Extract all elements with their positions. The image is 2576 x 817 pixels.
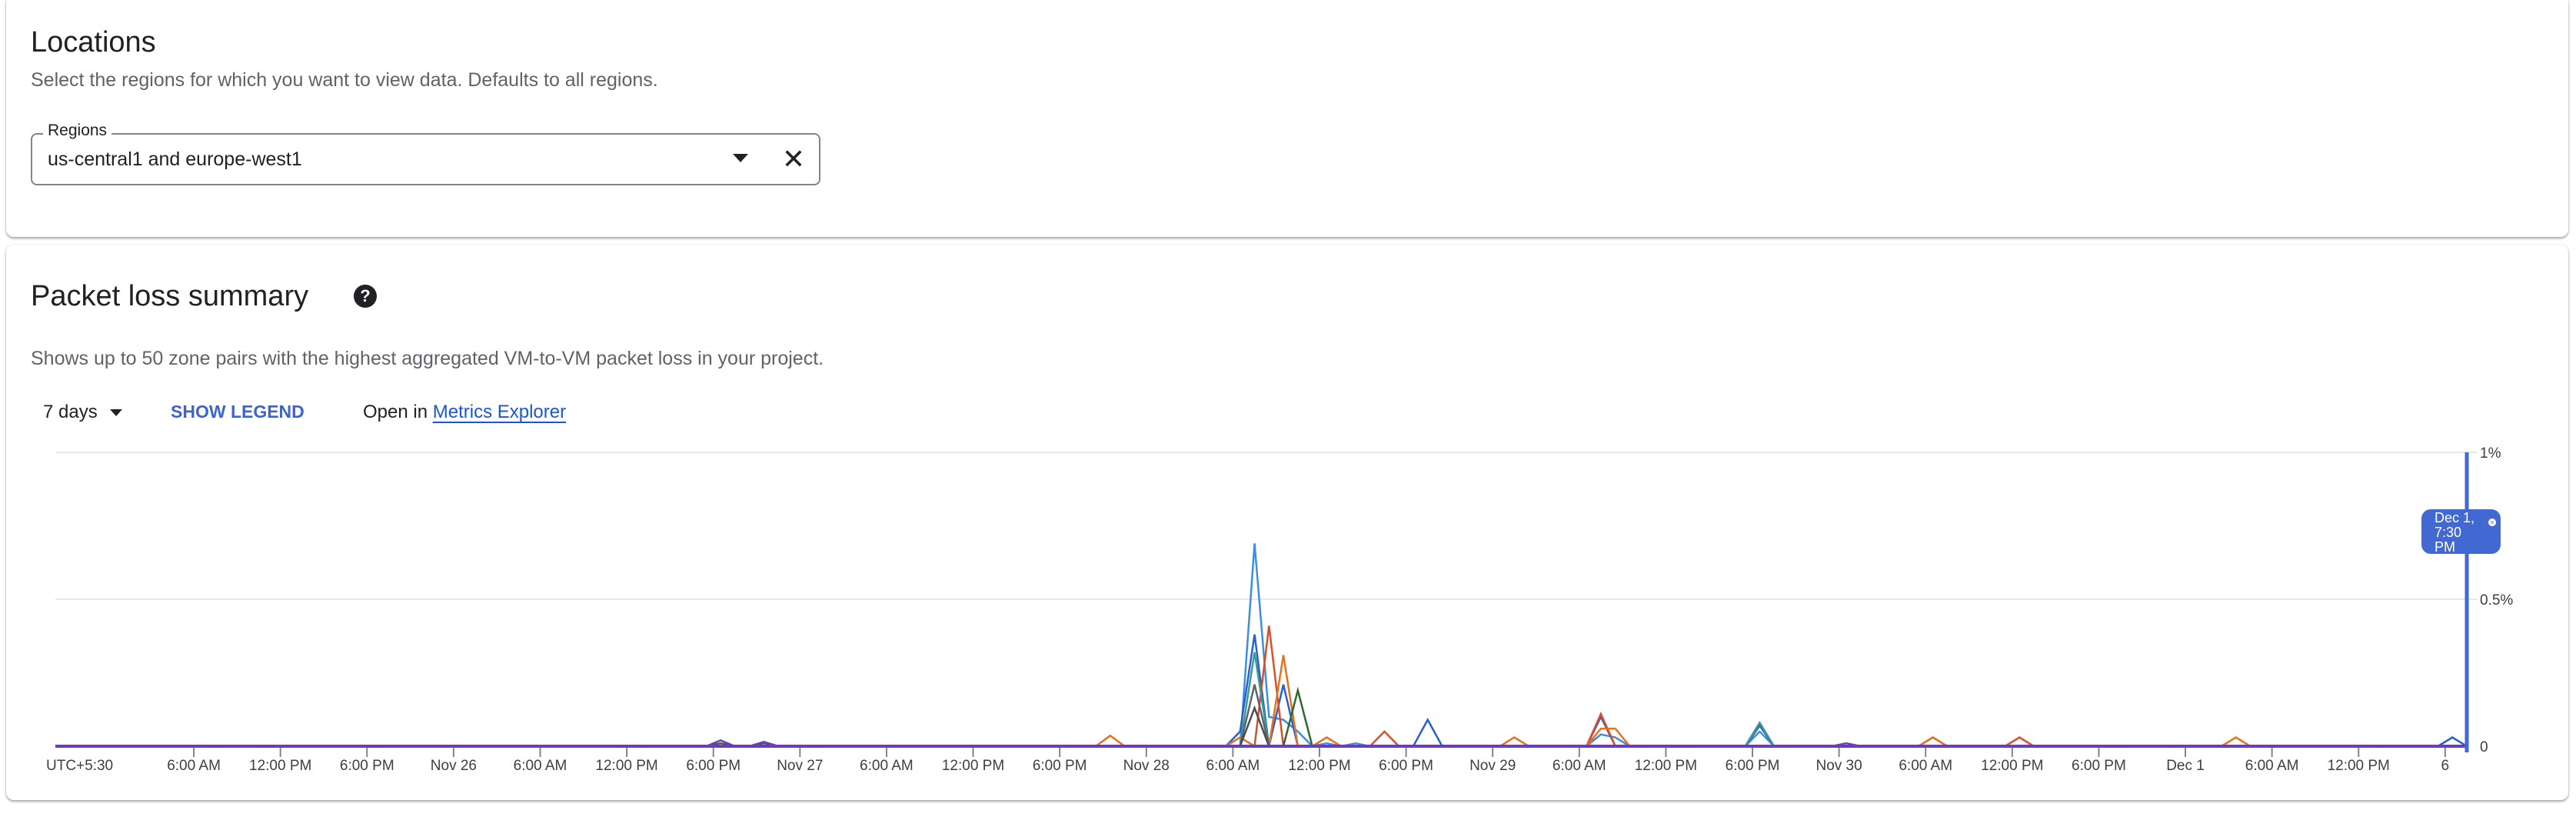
x-tick-label: 6:00 PM: [2072, 758, 2126, 774]
cursor-label-line: 7:30: [2435, 525, 2462, 540]
time-range-value: 7 days: [43, 402, 98, 422]
caret-down-icon: [109, 409, 122, 417]
x-tick-label: Nov 28: [1123, 758, 1170, 774]
x-tick-label: Nov 27: [777, 758, 823, 774]
series-line: [1095, 655, 2252, 748]
series-line: [1239, 543, 1949, 748]
series-line: [1239, 652, 1776, 748]
x-tick-label: 6:00 PM: [686, 758, 741, 774]
cursor-label-line: Dec 1,: [2435, 510, 2475, 525]
regions-value: us-central1 and europe-west1: [48, 148, 302, 170]
x-tick-label: 12:00 PM: [595, 758, 657, 774]
x-tick-label: 12:00 PM: [1288, 758, 1350, 774]
series-line: [705, 739, 1862, 748]
clear-icon[interactable]: ✕: [781, 143, 805, 175]
x-tick-label: 6:00 AM: [860, 758, 914, 774]
series-line: [1239, 684, 1270, 747]
x-tick-label: 12:00 PM: [2328, 758, 2390, 774]
x-tick-label: 6: [2441, 758, 2450, 774]
dropdown-arrow-icon[interactable]: [733, 154, 748, 162]
locations-title: Locations: [31, 26, 156, 58]
series-line: [1239, 705, 1270, 747]
x-tick-label: 6:00 AM: [167, 758, 221, 774]
packet-loss-title: Packet loss summary: [31, 280, 309, 312]
x-tick-label: Nov 26: [431, 758, 477, 774]
x-tick-label: 6:00 AM: [1899, 758, 1952, 774]
close-icon[interactable]: ×: [2488, 519, 2496, 526]
x-tick-label: Dec 1: [2166, 758, 2205, 774]
metrics-explorer-link[interactable]: Metrics Explorer: [432, 402, 567, 422]
y-tick-label: 0: [2480, 739, 2488, 755]
series-line: [706, 686, 1313, 748]
x-tick-label: UTC+5:30: [46, 758, 113, 774]
x-tick-label: 12:00 PM: [249, 758, 311, 774]
packet-loss-card: Packet loss summary ? Shows up to 50 zon…: [6, 245, 2568, 800]
cursor-label-line: PM: [2435, 539, 2455, 555]
x-tick-label: 6:00 AM: [1206, 758, 1260, 774]
x-tick-label: 6:00 PM: [340, 758, 394, 774]
x-tick-label: Nov 30: [1816, 758, 1862, 774]
time-range-select[interactable]: 7 days: [43, 402, 122, 423]
x-tick-label: 6:00 PM: [1379, 758, 1433, 774]
x-tick-label: 6:00 AM: [514, 758, 567, 774]
packet-loss-description: Shows up to 50 zone pairs with the highe…: [31, 348, 824, 369]
x-tick-label: 6:00 PM: [1726, 758, 1780, 774]
open-in-label: Open in: [363, 402, 428, 422]
cursor-time-label: Dec 1, 7:30 PM ×: [2421, 509, 2501, 555]
locations-card: Locations Select the regions for which y…: [6, 0, 2568, 237]
regions-select[interactable]: Regions us-central1 and europe-west1 ✕: [31, 122, 820, 185]
series-line: [1225, 634, 2468, 748]
x-tick-label: 6:00 AM: [2245, 758, 2299, 774]
help-circle-icon[interactable]: ?: [354, 285, 377, 308]
x-tick-label: Nov 29: [1469, 758, 1516, 774]
x-tick-label: 12:00 PM: [942, 758, 1004, 774]
open-in-metrics-explorer: Open in Metrics Explorer: [363, 402, 566, 423]
x-tick-label: 12:00 PM: [1635, 758, 1697, 774]
x-tick-label: 6:00 AM: [1553, 758, 1606, 774]
y-tick-label: 1%: [2480, 445, 2501, 462]
series-line: [1253, 625, 2035, 748]
x-tick-label: 6:00 PM: [1033, 758, 1087, 774]
regions-label: Regions: [43, 122, 112, 140]
x-tick-label: 12:00 PM: [1981, 758, 2043, 774]
show-legend-button[interactable]: SHOW LEGEND: [171, 402, 305, 422]
locations-description: Select the regions for which you want to…: [31, 69, 658, 91]
y-tick-label: 0.5%: [2480, 592, 2513, 609]
